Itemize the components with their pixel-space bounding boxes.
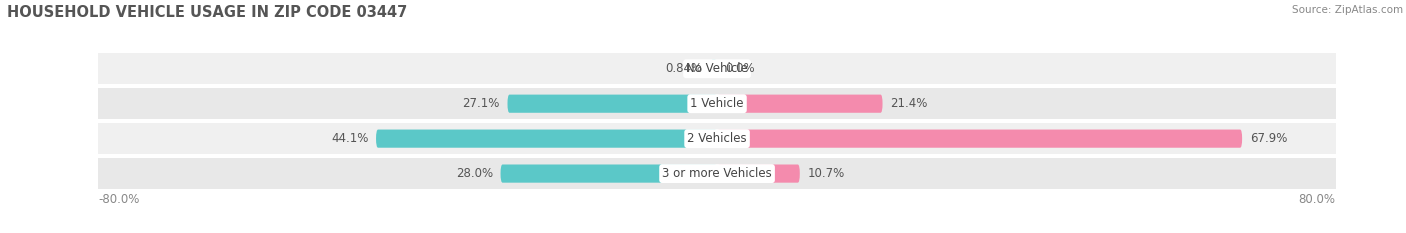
- Bar: [98, 123, 1336, 154]
- FancyBboxPatch shape: [717, 130, 1241, 148]
- Bar: [98, 158, 1336, 189]
- Text: 28.0%: 28.0%: [456, 167, 492, 180]
- FancyBboxPatch shape: [717, 95, 883, 113]
- FancyBboxPatch shape: [717, 164, 800, 183]
- Text: 27.1%: 27.1%: [463, 97, 499, 110]
- FancyBboxPatch shape: [508, 95, 717, 113]
- Text: -80.0%: -80.0%: [98, 193, 139, 206]
- FancyBboxPatch shape: [501, 164, 717, 183]
- Text: 67.9%: 67.9%: [1250, 132, 1288, 145]
- Text: 3 or more Vehicles: 3 or more Vehicles: [662, 167, 772, 180]
- Text: 1 Vehicle: 1 Vehicle: [690, 97, 744, 110]
- FancyBboxPatch shape: [375, 130, 717, 148]
- Text: 10.7%: 10.7%: [807, 167, 845, 180]
- Text: HOUSEHOLD VEHICLE USAGE IN ZIP CODE 03447: HOUSEHOLD VEHICLE USAGE IN ZIP CODE 0344…: [7, 5, 408, 20]
- Text: No Vehicle: No Vehicle: [686, 62, 748, 75]
- Bar: [98, 88, 1336, 119]
- Text: 0.0%: 0.0%: [725, 62, 755, 75]
- Text: 0.84%: 0.84%: [665, 62, 703, 75]
- FancyBboxPatch shape: [710, 60, 717, 78]
- Text: 80.0%: 80.0%: [1299, 193, 1336, 206]
- Text: 44.1%: 44.1%: [330, 132, 368, 145]
- Text: 2 Vehicles: 2 Vehicles: [688, 132, 747, 145]
- Text: 21.4%: 21.4%: [890, 97, 928, 110]
- Text: Source: ZipAtlas.com: Source: ZipAtlas.com: [1292, 5, 1403, 15]
- Bar: [98, 53, 1336, 85]
